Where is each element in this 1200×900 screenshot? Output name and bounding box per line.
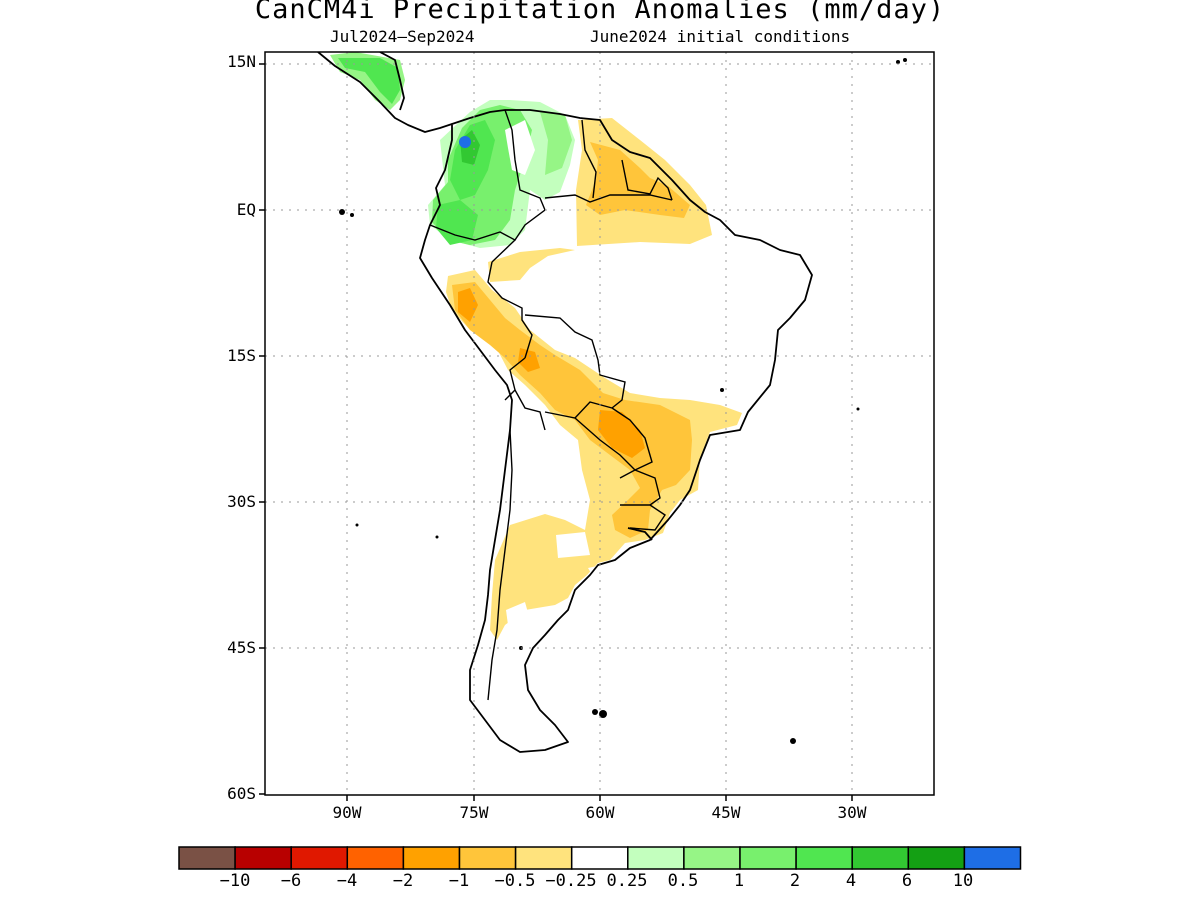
colorbar-label: −1 [448, 871, 470, 891]
anomaly-guianas-moderate-negative [586, 142, 690, 218]
anomaly-shading [330, 52, 742, 640]
axis-ticks [259, 63, 853, 801]
lat-label-60s: 60S [227, 784, 256, 803]
anomaly-peru-strong-negative [458, 288, 478, 322]
colorbar-swatch [346, 846, 405, 870]
colorbar-label: 0.25 [606, 871, 648, 891]
border-bolivia-brazil [524, 314, 626, 409]
colorbar-swatch [514, 846, 573, 870]
lat-label-15n: 15N [227, 52, 256, 71]
colorbar-swatch [234, 846, 292, 870]
lat-label-eq: EQ [236, 200, 256, 219]
colorbar-swatch [795, 846, 853, 870]
border-paraguay-brazil [611, 407, 653, 471]
border-brazil-north [544, 194, 673, 203]
anomaly-ecuador-positive [436, 200, 478, 245]
anomaly-amazon-weak-negative [488, 248, 575, 282]
island-galapagos [339, 209, 345, 215]
colorbar-label: −2 [392, 871, 414, 891]
colorbar-label: −0.25 [545, 871, 597, 891]
lon-label-45w: 45W [711, 803, 741, 822]
island-falklands [599, 710, 607, 718]
colorbar-label: −6 [280, 871, 302, 891]
colorbar-label: 6 [901, 871, 913, 891]
anomaly-peru-moderate-negative [452, 282, 692, 538]
colorbar-label: 4 [845, 871, 857, 891]
colorbar-swatch [963, 846, 1022, 870]
colorbar-swatch [570, 846, 629, 870]
colorbar-swatch [851, 846, 910, 870]
lat-label-15s: 15S [227, 346, 256, 365]
colorbar-swatch [458, 846, 517, 870]
colorbar-label: −0.5 [494, 871, 536, 891]
initial-conditions: June2024 initial conditions [590, 27, 851, 46]
colorbar [178, 846, 1022, 870]
colorbar-label: −10 [219, 871, 251, 891]
border-bolivia-paraguay [544, 401, 613, 419]
colorbar-swatch [627, 846, 685, 870]
forecast-period: Jul2024–Sep2024 [330, 27, 475, 46]
anomaly-argentina-near-zero [588, 560, 628, 588]
colorbar-label: 2 [789, 871, 801, 891]
anomaly-chile-near-zero [506, 602, 530, 625]
anomaly-central-america-positive [338, 58, 400, 104]
lon-label-90w: 90W [332, 803, 362, 822]
border-peru-bolivia [504, 357, 526, 401]
border-argentina-brazil [634, 469, 661, 506]
border-bolivia-chile [514, 389, 546, 431]
lat-label-45s: 45S [227, 638, 256, 657]
border-ecuador-peru [429, 224, 517, 263]
anomaly-paraguay-strong-negative [598, 410, 645, 458]
islands [339, 58, 907, 744]
colorbar-label: 1 [733, 871, 745, 891]
south-america-coast [419, 109, 813, 753]
colorbar-swatch [907, 846, 966, 870]
country-borders [429, 109, 673, 701]
anomaly-venezuela-positive [540, 112, 572, 175]
border-uruguay [620, 504, 666, 531]
central-america-coast [317, 52, 453, 133]
colorbar-swatch [683, 846, 741, 870]
colorbar-label: −4 [336, 871, 358, 891]
border-peru-brazil [487, 261, 533, 359]
colorbar-label: 10 [952, 871, 974, 891]
colorbar-swatch [178, 846, 236, 870]
anomaly-patagonia-near-zero [556, 532, 590, 558]
lat-label-30s: 30S [227, 492, 256, 511]
colorbar-swatch [290, 846, 349, 870]
river-plate [627, 527, 653, 541]
border-colombia-venezuela [504, 109, 546, 241]
lon-label-30w: 30W [837, 803, 867, 822]
border-chile-argentina [487, 429, 513, 701]
lon-label-60w: 60W [585, 803, 615, 822]
colorbar-swatch [402, 846, 461, 870]
island-south-georgia [790, 738, 796, 744]
anomaly-bolivia-strong-negative [518, 348, 540, 372]
border-paraguay-argentina [574, 417, 637, 479]
yucatan-coast [379, 52, 405, 111]
coastlines [317, 52, 813, 753]
border-venezuela-guyana [581, 119, 597, 199]
lon-label-75w: 75W [459, 803, 489, 822]
anomaly-colombia-extreme-positive [459, 136, 471, 148]
map-title: CanCM4i Precipitation Anomalies (mm/day) [254, 0, 946, 25]
colorbar-swatch [739, 846, 797, 870]
colorbar-label: 0.5 [667, 871, 699, 891]
border-guianas [621, 159, 673, 201]
